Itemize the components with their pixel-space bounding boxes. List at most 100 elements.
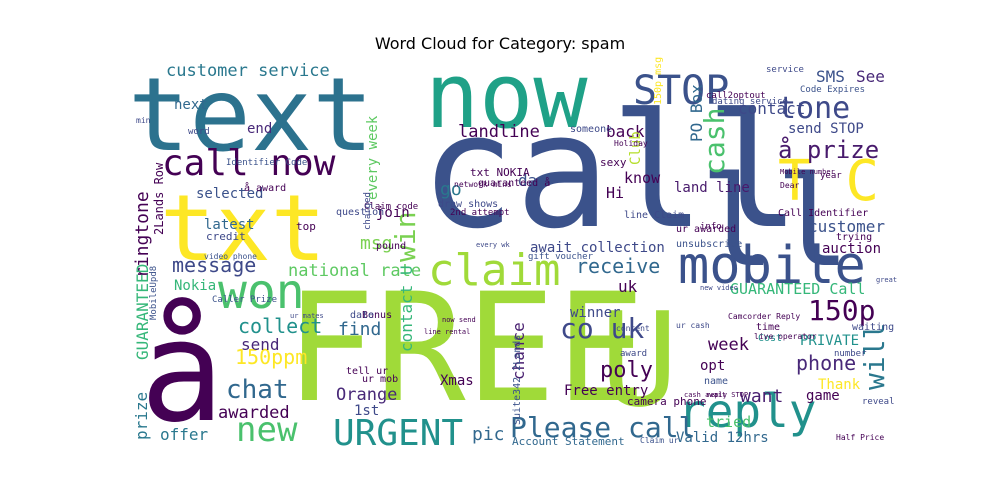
word-hi: Hi — [606, 184, 624, 202]
word-claim: claim — [428, 245, 560, 296]
word-video-phone: video phone — [204, 252, 257, 261]
word-unsubscribe: unsubscribe — [676, 239, 742, 250]
word-cost: Cost — [758, 333, 782, 344]
word-call-identifier: Call Identifier — [778, 208, 868, 219]
word-service: service — [766, 65, 804, 75]
word-end: end — [247, 121, 272, 137]
word-ur-mob: ur mob — [362, 374, 398, 385]
word-suite342-2lands: Suite342 2Lands — [512, 335, 523, 425]
word-contact: contact — [738, 99, 805, 118]
word-claim-ur: Claim ur — [640, 436, 679, 445]
word-won: won — [218, 264, 305, 320]
word-guaranteed-call: GUARANTEED Call — [730, 280, 865, 298]
word-urgent: URGENT — [333, 413, 463, 454]
word-trying: trying — [836, 232, 872, 243]
word-every-wk: every wk — [476, 241, 511, 249]
word-stop: STOP — [633, 68, 729, 114]
word-call: call — [420, 80, 801, 264]
word-draw-shows: draw shows — [438, 199, 498, 210]
word-someone: someone — [570, 124, 612, 135]
word-uk: uk — [618, 277, 638, 296]
word-mobile-number: Mobile number — [780, 168, 835, 176]
word-call-now: call now — [162, 143, 336, 184]
word-text: text — [128, 56, 374, 175]
word-new: new — [236, 410, 298, 450]
word-opt: opt — [700, 358, 725, 374]
word-want: want — [740, 386, 783, 407]
word-word: word — [188, 127, 210, 137]
word-send: send — [241, 335, 280, 354]
word-phone: phone — [796, 351, 856, 375]
word-bonus: Bonus — [362, 310, 392, 321]
word-ur-mates: ur mates — [290, 312, 324, 320]
word-find: find — [338, 319, 381, 340]
word-cash-await: cash await — [684, 391, 726, 399]
word-number: number — [834, 349, 867, 359]
word-landline: landline — [458, 122, 540, 142]
word-holiday: Holiday — [614, 139, 648, 148]
word-will: will — [858, 323, 891, 390]
word-back: back — [606, 122, 645, 141]
word-dear: Dear — [780, 181, 799, 190]
word-tried: tried — [706, 413, 751, 431]
word-chat: chat — [226, 375, 289, 405]
word-symbol: å — [140, 291, 224, 454]
word-next: next — [174, 97, 208, 113]
word-time: time — [756, 322, 780, 333]
word-question: question — [336, 207, 384, 218]
word-please-call: Please call — [510, 411, 695, 444]
word-great: great — [876, 276, 897, 284]
word-2lands-row: 2Lands Row — [152, 162, 166, 235]
word-tone: tone — [778, 91, 850, 126]
word-name: name — [704, 376, 728, 387]
word-award: å award — [244, 181, 286, 194]
word-prize: prize — [132, 392, 151, 440]
word-nokia: Nokia — [174, 278, 216, 294]
word-top: top — [296, 220, 316, 233]
word-know: know — [624, 169, 661, 187]
word-selected: selected — [196, 186, 263, 202]
word-every-week: every week — [365, 115, 381, 200]
word-mobile: mobile — [678, 236, 866, 296]
word-tell-ur: tell ur — [346, 366, 388, 377]
word-join: join — [376, 205, 410, 221]
word-week: week — [708, 335, 749, 355]
word-caller-prize: Caller Prize — [212, 295, 277, 305]
word-valid-12hrs: Valid 12hrs — [676, 430, 769, 446]
word-year: year — [820, 171, 842, 181]
word-message: message — [172, 253, 256, 277]
word-customer-service: customer service — [166, 61, 330, 81]
word-t-c: T C — [778, 149, 879, 214]
word-dating-service: dating service — [712, 97, 788, 107]
word-send-stop: send STOP — [788, 121, 864, 137]
word-2nd-attempt: 2nd attempt — [450, 208, 510, 218]
word-ringtone: ringtone — [132, 191, 153, 278]
word-150p-msg: 150p msg — [653, 57, 664, 105]
word-latest: latest — [204, 217, 255, 233]
word-winner: winner — [570, 305, 621, 321]
word-half-price: Half Price — [836, 433, 884, 442]
word-game: game — [806, 388, 840, 404]
word-cash: cash — [698, 108, 731, 175]
word-150p: 150p — [808, 294, 875, 327]
word-day: day — [518, 171, 547, 190]
word-claim-code: Claim code — [364, 202, 418, 212]
word-prize: å prize — [778, 135, 879, 164]
word-credit: credit — [206, 230, 246, 243]
word-network-mins: network mins — [454, 180, 512, 189]
word-offer: offer — [160, 425, 209, 444]
word-sms: SMS — [816, 67, 845, 86]
word-chance: chance — [509, 322, 528, 380]
word-free: FREE — [285, 262, 646, 436]
word-live-operator: live operator — [754, 332, 817, 341]
word-content: content — [616, 324, 650, 333]
word-camcorder-reply: Camcorder Reply — [728, 312, 800, 321]
word-new-video: new video — [700, 284, 738, 292]
word-mobileupd8: MobileUpd8 — [149, 266, 159, 320]
word-date: date — [350, 310, 374, 321]
word-orange: Orange — [336, 385, 397, 405]
word-customer: customer — [808, 217, 885, 236]
word-ur-awarded: ur awarded — [676, 224, 736, 235]
word-line-rental: line rental — [424, 328, 470, 336]
